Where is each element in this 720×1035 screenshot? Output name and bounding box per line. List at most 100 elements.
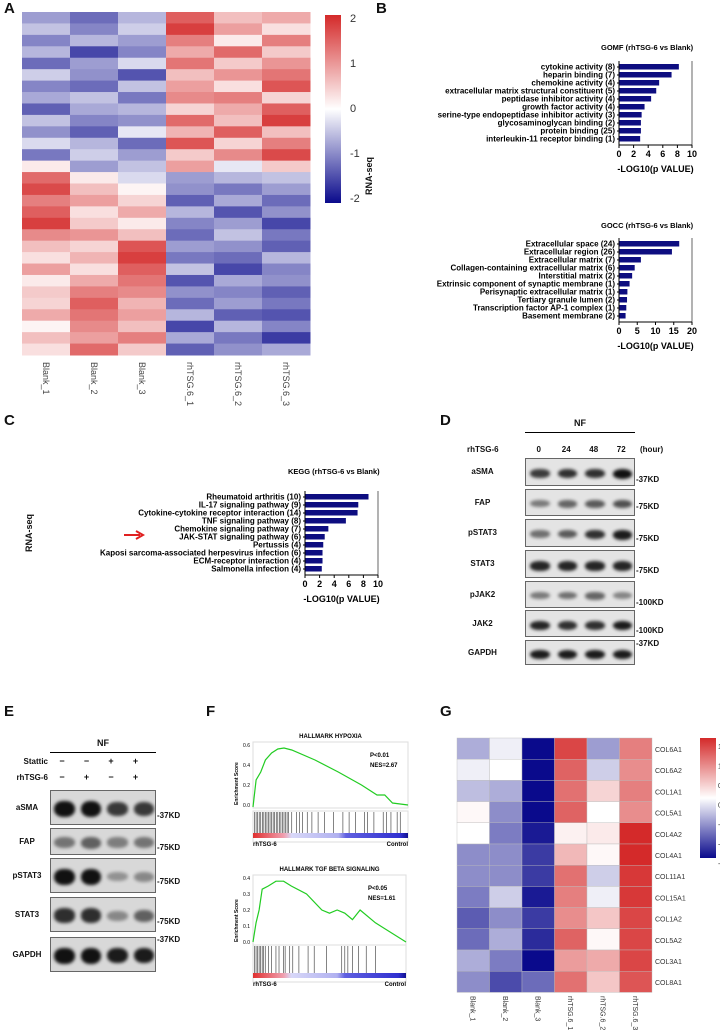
heatmap-g-colorbar-tick: 1.5 [718, 744, 720, 751]
condition-sign: − [59, 772, 65, 782]
heatmap-a-cell [22, 240, 71, 253]
blot-strip [525, 519, 635, 547]
heatmap-g-column-label: Blank_2 [501, 996, 508, 1021]
condition-sign: + [132, 772, 139, 782]
heatmap-a-cell [166, 240, 215, 253]
heatmap-a-cell [214, 217, 263, 230]
molecular-weight-marker: -75KD [636, 566, 660, 575]
heatmap-g-row-label: COL4A2 [655, 832, 682, 839]
bar [619, 281, 630, 287]
heatmap-a-cell [70, 126, 119, 139]
heatmap-a-cell [118, 172, 167, 184]
bar [305, 534, 325, 540]
heatmap-a-cell [214, 252, 263, 265]
blot-group-label: NF [97, 738, 109, 748]
x-tick-label: 0 [302, 579, 307, 589]
heatmap-a-cell [166, 12, 215, 24]
x-tick-label: 8 [675, 149, 680, 159]
heatmap-g-cell [456, 843, 490, 866]
heatmap-a-cell [214, 206, 263, 219]
bar [305, 526, 329, 532]
heatmap-g-column-label: rhTSG.6_3 [631, 996, 638, 1030]
heatmap-a-cell [166, 274, 215, 287]
blot-strip [525, 550, 635, 578]
condition-sign: − [83, 756, 90, 766]
heatmap-a-cell [166, 183, 215, 196]
heatmap-a-cell [22, 57, 71, 70]
bar-category-label: interleukin-11 receptor binding (1) [486, 135, 615, 144]
gsea-rank-bar [253, 833, 408, 838]
protein-band [80, 800, 101, 817]
heatmap-g-cell [456, 971, 490, 993]
bar-category-label: ECM-receptor interaction (4) [193, 557, 301, 566]
heatmap-g-cell [554, 928, 588, 951]
heatmap-a-cell [166, 149, 215, 162]
heatmap-a-cell [166, 126, 215, 139]
protein-band [530, 561, 550, 571]
bar [619, 273, 633, 279]
bar [619, 104, 645, 110]
heatmap-g-cell [521, 759, 555, 781]
blot-strip [50, 858, 156, 893]
heatmap-a-cell [166, 206, 215, 219]
heatmap-g-cell [489, 843, 523, 866]
bar [619, 305, 627, 311]
heatmap-a-cell [22, 274, 71, 287]
heatmap-a-cell [70, 263, 119, 276]
heatmap-a-cell [262, 103, 311, 116]
bar [305, 518, 346, 524]
gsea-y-label: Enrichment Score [234, 762, 240, 805]
protein-label: FAP [19, 836, 35, 846]
heatmap-a-colorbar-tick: -1 [350, 148, 360, 160]
bar-category-label: Pertussis (4) [253, 541, 301, 550]
x-tick-label: 5 [635, 326, 640, 336]
x-tick-label: 10 [650, 326, 660, 336]
heatmap-a-column-label: Blank_1 [41, 362, 51, 395]
protein-band [530, 530, 550, 538]
heatmap-g-cell [521, 865, 555, 887]
heatmap-g-cell [489, 759, 523, 781]
protein-band [530, 591, 550, 599]
heatmap-g-cell [619, 801, 653, 823]
heatmap-a-cell [214, 137, 263, 150]
protein-band [612, 649, 632, 660]
gsea-plot-frame [252, 741, 409, 809]
heatmap-g-cell [521, 949, 555, 972]
heatmap-g-row-label: COL5A2 [655, 938, 682, 945]
heatmap-a-cell [262, 69, 311, 82]
heatmap-a-cell [22, 126, 71, 139]
heatmap-g-row-label: COL15A1 [655, 895, 686, 902]
panel-label-f: F [206, 703, 216, 720]
heatmap-a-cell [70, 286, 119, 299]
heatmap-g-cell [521, 822, 555, 845]
protein-label: GAPDH [468, 647, 497, 657]
heatmap-a-cell [22, 183, 71, 196]
heatmap-a-cell [214, 343, 263, 356]
heatmap-g-row-label: COL1A1 [655, 789, 682, 796]
heatmap-g-cell [586, 822, 620, 845]
molecular-weight-marker: -100KD [636, 598, 664, 607]
protein-band [585, 620, 605, 630]
heatmap-a-cell [214, 332, 263, 345]
heatmap-g-cell [521, 886, 555, 908]
bar [619, 112, 642, 118]
protein-band [612, 561, 632, 571]
heatmap-a-cell [22, 34, 71, 47]
enrichment-curve [252, 747, 409, 808]
heatmap-a-cell [118, 69, 167, 82]
condition-sign: − [59, 756, 65, 766]
heatmap-g-cell [586, 865, 620, 887]
heatmap-a-cell [118, 274, 167, 287]
bar-chart-title: GOMF (rhTSG-6 vs Blank) [601, 43, 694, 52]
gsea-y-tick: 0.6 [243, 743, 250, 749]
heatmap-a-cell [118, 217, 167, 230]
x-tick-label: 10 [373, 579, 383, 589]
heatmap-a-cell [118, 183, 167, 196]
heatmap-a-cell [118, 80, 167, 93]
protein-band [133, 909, 154, 922]
heatmap-g-colorbar [700, 738, 716, 858]
protein-band [133, 837, 154, 848]
heatmap-a-cell [214, 297, 263, 310]
heatmap-a-cell [118, 309, 167, 322]
heatmap-a-cell [22, 137, 71, 150]
